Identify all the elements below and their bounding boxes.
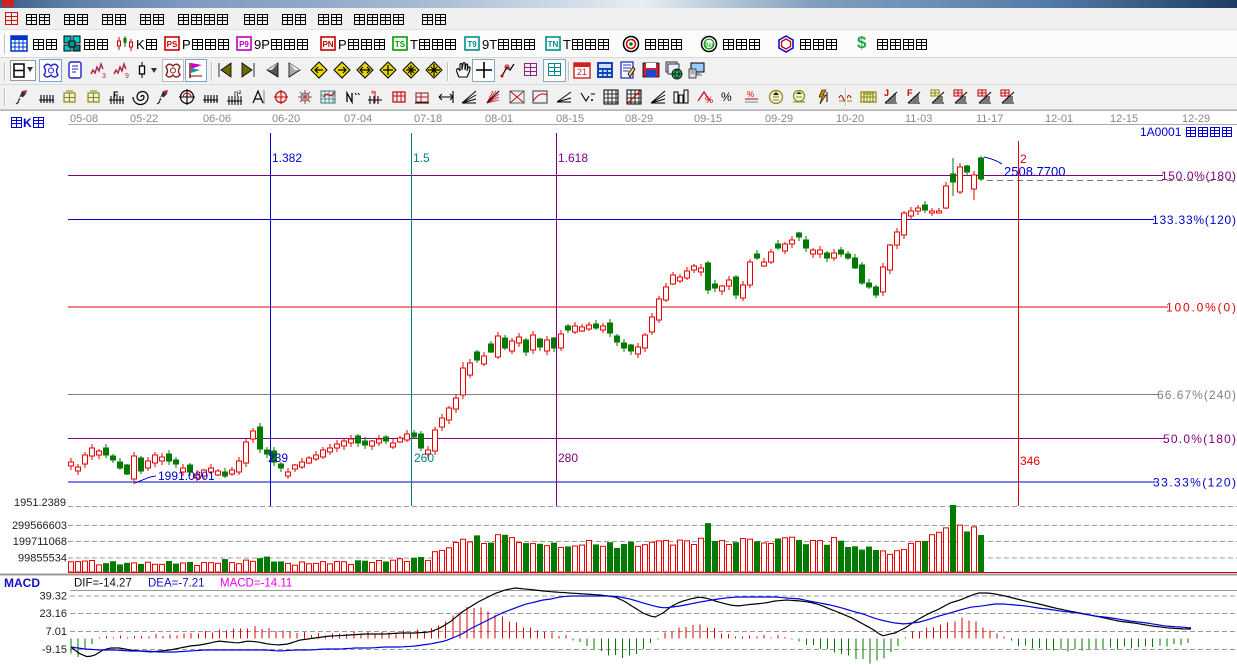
svg-text:P9: P9 [239, 40, 249, 49]
svg-text:11-17: 11-17 [976, 113, 1003, 125]
svg-text:DEA=-7.21: DEA=-7.21 [148, 578, 205, 590]
svg-text:09-15: 09-15 [694, 113, 722, 125]
svg-text:-9.15: -9.15 [42, 644, 67, 656]
svg-text:08-15: 08-15 [556, 113, 584, 125]
svg-text:2: 2 [1020, 152, 1027, 166]
svg-text:07-04: 07-04 [344, 113, 372, 125]
svg-text:1.618: 1.618 [558, 151, 588, 165]
svg-text:05-22: 05-22 [130, 113, 158, 125]
svg-text:12-15: 12-15 [1110, 113, 1138, 125]
svg-text:PN: PN [322, 40, 333, 49]
svg-text:100.0%(0): 100.0%(0) [1166, 301, 1236, 315]
svg-text:10-20: 10-20 [836, 113, 864, 125]
svg-text:133.33%(120): 133.33%(120) [1152, 213, 1236, 227]
svg-text:08-29: 08-29 [625, 113, 653, 125]
svg-text:n²: n² [234, 89, 241, 98]
svg-text:2508.7700: 2508.7700 [1004, 164, 1065, 179]
svg-text:239: 239 [268, 451, 288, 465]
svg-text:1951.2389: 1951.2389 [14, 497, 66, 509]
svg-text:05-08: 05-08 [70, 113, 98, 125]
svg-text:DIF=-14.27: DIF=-14.27 [74, 578, 132, 590]
svg-text:F: F [113, 90, 119, 100]
svg-text:21: 21 [577, 67, 587, 77]
svg-text:12-29: 12-29 [1182, 113, 1210, 125]
svg-text:12-01: 12-01 [1045, 113, 1073, 125]
svg-text:*: * [371, 89, 375, 99]
svg-text:99855534: 99855534 [18, 552, 67, 564]
svg-text:199711068: 199711068 [13, 536, 67, 548]
svg-text:MACD: MACD [4, 576, 40, 590]
svg-text:Big: Big [705, 43, 714, 49]
svg-text:07-18: 07-18 [414, 113, 442, 125]
svg-text:08-01: 08-01 [485, 113, 513, 125]
svg-text:299566603: 299566603 [12, 520, 67, 532]
svg-text:11-03: 11-03 [905, 113, 932, 125]
svg-text:39.32: 39.32 [39, 591, 67, 603]
svg-text:PS: PS [167, 40, 178, 49]
svg-text:260: 260 [414, 451, 434, 465]
svg-text:346: 346 [1020, 454, 1040, 468]
svg-text:J: J [884, 88, 889, 98]
svg-text:7.01: 7.01 [46, 626, 67, 638]
svg-text:1.5: 1.5 [413, 151, 430, 165]
svg-text:23.16: 23.16 [39, 608, 67, 620]
svg-text:06-06: 06-06 [203, 113, 231, 125]
svg-text:9: 9 [125, 73, 129, 80]
svg-text:%: % [705, 95, 713, 105]
svg-text:50.0%(180): 50.0%(180) [1163, 432, 1236, 446]
svg-text:1991.0601: 1991.0601 [158, 469, 215, 483]
svg-text:09-29: 09-29 [765, 113, 793, 125]
svg-text:3: 3 [102, 73, 106, 80]
svg-text:TN: TN [548, 40, 559, 49]
svg-text:TS: TS [395, 40, 406, 49]
svg-text:F: F [907, 88, 913, 98]
svg-text:33.33%(120): 33.33%(120) [1153, 476, 1236, 490]
svg-text:1.382: 1.382 [272, 151, 302, 165]
svg-text:MACD=-14.11: MACD=-14.11 [220, 578, 292, 590]
svg-text:%: % [747, 90, 754, 99]
svg-text:T9: T9 [467, 40, 477, 49]
svg-text:280: 280 [558, 451, 578, 465]
svg-text:%: % [721, 90, 732, 104]
svg-text:06-20: 06-20 [272, 113, 300, 125]
svg-text:150.0%(180): 150.0%(180) [1161, 169, 1236, 183]
svg-text:66.67%(240): 66.67%(240) [1157, 388, 1236, 402]
